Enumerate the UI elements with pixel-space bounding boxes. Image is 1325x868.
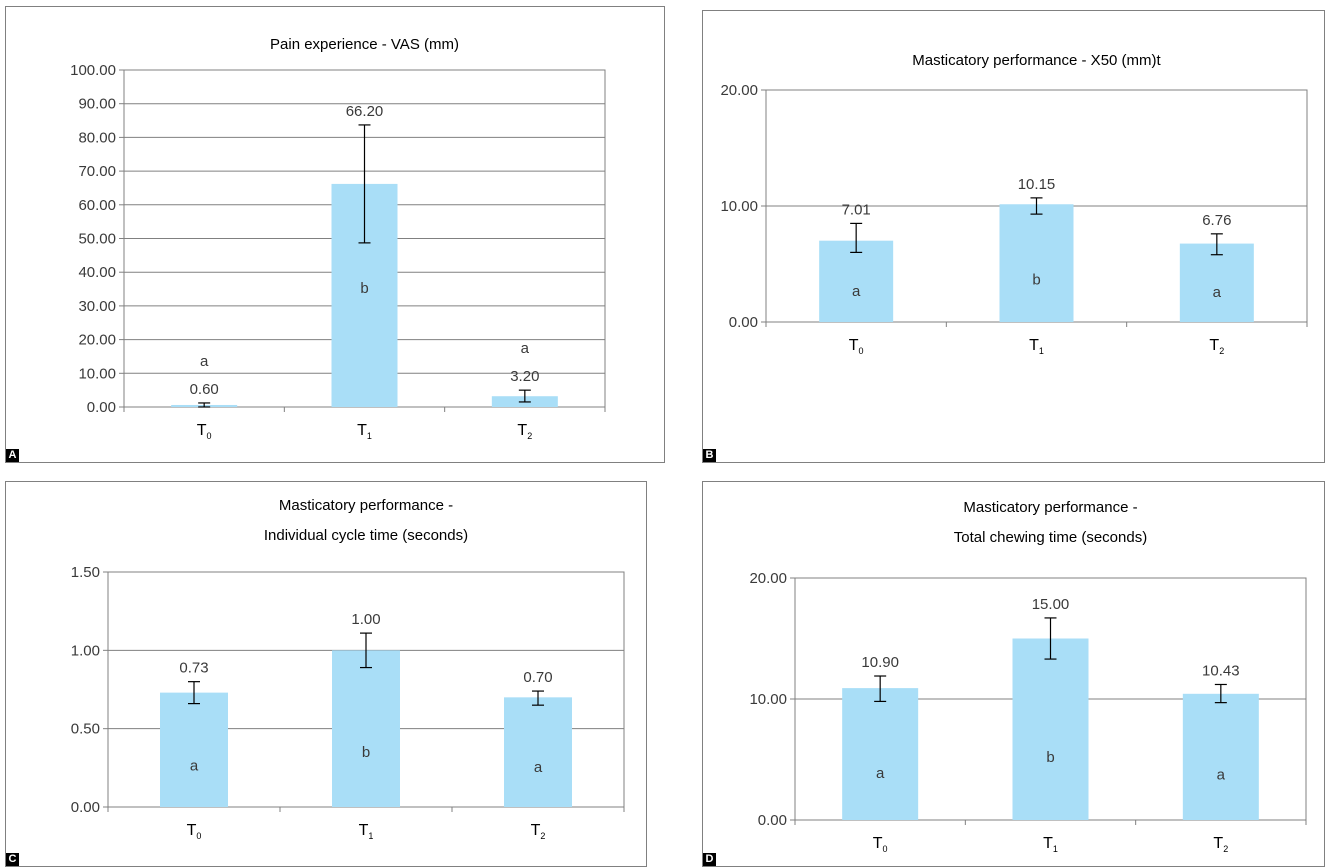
x-tick-label-b-2: T2 <box>1209 337 1224 356</box>
chart-title-d-line-1: Total chewing time (seconds) <box>954 529 1147 546</box>
group-letter-b-1: b <box>1032 271 1040 288</box>
error-bar-d-1 <box>1044 617 1057 660</box>
group-letter-b-2: a <box>1213 284 1222 301</box>
y-tick-label-d-1: 10.00 <box>749 691 787 708</box>
y-tick-label-d-2: 20.00 <box>749 570 787 587</box>
y-tick-label-a-6: 60.00 <box>78 197 116 214</box>
group-letter-d-0: a <box>876 765 885 782</box>
x-tick-label-c-2: T2 <box>531 822 546 841</box>
data-label-d-2: 10.43 <box>1202 662 1240 679</box>
group-letter-c-0: a <box>190 757 199 774</box>
error-bar-d-2 <box>1214 683 1227 704</box>
chart-title-c-line-1: Individual cycle time (seconds) <box>264 527 468 544</box>
x-tick-label-b-0: T0 <box>849 337 864 356</box>
data-label-d-1: 15.00 <box>1032 596 1070 613</box>
error-bar-c-1 <box>360 632 372 669</box>
group-letter-c-2: a <box>534 759 543 776</box>
chart-panel-c: Masticatory performance - Individual cycl… <box>5 481 647 867</box>
y-tick-label-d-0: 0.00 <box>758 812 787 829</box>
data-label-a-1: 66.20 <box>346 103 384 120</box>
bar-d-1 <box>1012 638 1089 820</box>
y-tick-label-b-2: 20.00 <box>720 82 758 99</box>
chart-svg-d: Masticatory performance - Total chewing t… <box>749 499 1307 854</box>
error-bar-b-1 <box>1030 197 1043 215</box>
bar-c-2 <box>504 697 572 807</box>
y-tick-label-c-0: 0.00 <box>71 799 100 816</box>
x-tick-label-a-1: T1 <box>357 422 372 441</box>
error-bar-d-0 <box>874 675 887 703</box>
error-bar-b-2 <box>1210 233 1223 256</box>
data-label-a-2: 3.20 <box>510 368 539 385</box>
error-bar-a-2 <box>518 389 531 403</box>
panel-label-d: D <box>703 853 716 866</box>
bar-c-0 <box>160 692 228 807</box>
y-tick-label-a-0: 0.00 <box>87 399 116 416</box>
y-tick-label-a-2: 20.00 <box>78 332 116 349</box>
group-letter-d-2: a <box>1217 767 1226 784</box>
y-tick-label-a-1: 10.00 <box>78 365 116 382</box>
data-label-b-2: 6.76 <box>1202 212 1231 229</box>
y-tick-label-b-1: 10.00 <box>720 198 758 215</box>
bar-b-1 <box>999 204 1074 322</box>
data-label-c-0: 0.73 <box>179 660 208 677</box>
data-label-a-0: 0.60 <box>190 381 219 398</box>
bar-b-0 <box>819 240 894 322</box>
x-tick-label-d-2: T2 <box>1213 835 1228 854</box>
bar-d-0 <box>842 688 919 820</box>
data-label-b-0: 7.01 <box>842 201 871 218</box>
bar-c-1 <box>332 650 400 807</box>
panel-label-b: B <box>703 449 716 462</box>
y-tick-label-c-2: 1.00 <box>71 642 100 659</box>
chart-title-c-line-0: Masticatory performance - <box>279 497 453 514</box>
panel-label-a: A <box>6 449 19 462</box>
chart-panel-d: Masticatory performance - Total chewing t… <box>702 481 1325 867</box>
x-tick-label-c-0: T0 <box>187 822 202 841</box>
x-tick-label-a-2: T2 <box>517 422 532 441</box>
data-label-d-0: 10.90 <box>861 654 899 671</box>
chart-panel-a: Pain experience - VAS (mm) 0.00 10.00 20.00… <box>5 6 665 463</box>
group-letter-d-1: b <box>1046 749 1054 766</box>
y-tick-label-a-4: 40.00 <box>78 264 116 281</box>
bar-b-2 <box>1179 243 1254 322</box>
group-letter-a-0: a <box>200 353 209 370</box>
y-tick-label-a-3: 30.00 <box>78 298 116 315</box>
chart-svg-a: Pain experience - VAS (mm) 0.00 10.00 20.00… <box>70 36 606 441</box>
group-letter-c-1: b <box>362 744 370 761</box>
error-bar-c-2 <box>532 690 544 706</box>
panel-label-c: C <box>6 853 19 866</box>
y-tick-label-a-7: 70.00 <box>78 163 116 180</box>
group-letter-a-1: b <box>360 280 368 297</box>
x-tick-label-b-1: T1 <box>1029 337 1044 356</box>
chart-title-d-line-0: Masticatory performance - <box>963 499 1137 516</box>
x-tick-label-d-1: T1 <box>1043 835 1058 854</box>
y-tick-label-a-10: 100.00 <box>70 62 116 79</box>
x-tick-label-a-0: T0 <box>197 422 212 441</box>
chart-title-a-line-0: Pain experience - VAS (mm) <box>270 36 459 53</box>
chart-svg-b: Masticatory performance - X50 (mm)t 0.00 1… <box>720 52 1308 356</box>
group-letter-b-0: a <box>852 283 861 300</box>
error-bar-a-0 <box>198 402 211 408</box>
y-tick-label-a-5: 50.00 <box>78 231 116 248</box>
y-tick-label-c-3: 1.50 <box>71 564 100 581</box>
y-tick-label-c-1: 0.50 <box>71 721 100 738</box>
y-tick-label-b-0: 0.00 <box>729 314 758 331</box>
group-letter-a-2: a <box>521 340 530 357</box>
data-label-c-2: 0.70 <box>523 669 552 686</box>
data-label-b-1: 10.15 <box>1018 176 1056 193</box>
y-tick-label-a-9: 90.00 <box>78 96 116 113</box>
x-tick-label-d-0: T0 <box>873 835 888 854</box>
error-bar-c-0 <box>188 681 200 705</box>
error-bar-b-0 <box>850 222 863 253</box>
x-tick-label-c-1: T1 <box>359 822 374 841</box>
chart-title-b-line-0: Masticatory performance - X50 (mm)t <box>912 52 1161 69</box>
error-bar-a-1 <box>358 124 371 244</box>
y-tick-label-a-8: 80.00 <box>78 129 116 146</box>
chart-panel-b: Masticatory performance - X50 (mm)t 0.00 1… <box>702 10 1325 463</box>
chart-svg-c: Masticatory performance - Individual cycl… <box>71 497 625 841</box>
data-label-c-1: 1.00 <box>351 611 380 628</box>
bar-d-2 <box>1182 693 1259 820</box>
